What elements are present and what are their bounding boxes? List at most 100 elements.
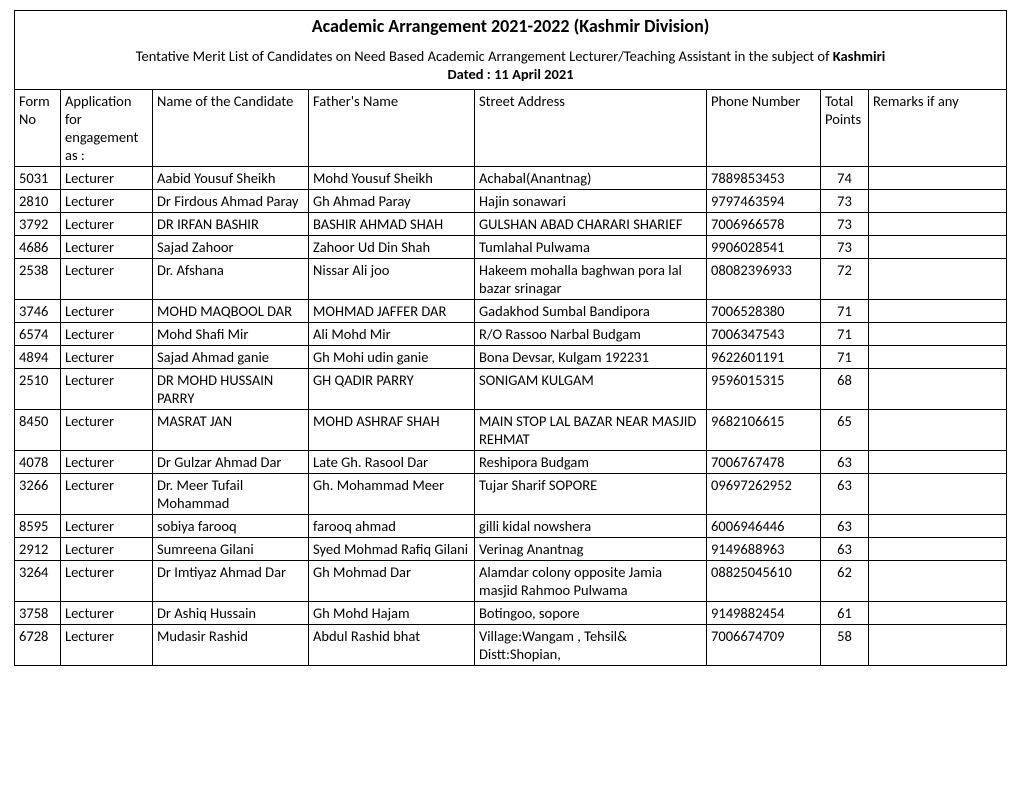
cell-form: 6728 <box>15 625 61 666</box>
header-row: Form No Application for engagement as : … <box>15 90 1007 167</box>
cell-addr: Village:Wangam , Tehsil& Distt:Shopian, <box>475 625 707 666</box>
cell-phone: 08082396933 <box>707 259 821 300</box>
cell-points: 71 <box>821 323 869 346</box>
cell-form: 4078 <box>15 451 61 474</box>
table-row: 2538LecturerDr. AfshanaNissar Ali jooHak… <box>15 259 1007 300</box>
cell-remarks <box>869 323 1007 346</box>
cell-phone: 7006528380 <box>707 300 821 323</box>
cell-name: DR MOHD HUSSAIN PARRY <box>153 369 309 410</box>
table-row: 4686LecturerSajad ZahoorZahoor Ud Din Sh… <box>15 236 1007 259</box>
cell-points: 65 <box>821 410 869 451</box>
cell-app: Lecturer <box>61 625 153 666</box>
subtitle-pre: Tentative Merit List of Candidates on Ne… <box>136 47 833 65</box>
page-title: Academic Arrangement 2021-2022 (Kashmir … <box>15 11 1007 42</box>
cell-remarks <box>869 538 1007 561</box>
table-row: 3266LecturerDr. Meer Tufail MohammadGh. … <box>15 474 1007 515</box>
cell-remarks <box>869 561 1007 602</box>
title-row: Academic Arrangement 2021-2022 (Kashmir … <box>15 11 1007 42</box>
cell-form: 2810 <box>15 190 61 213</box>
cell-app: Lecturer <box>61 602 153 625</box>
cell-form: 4894 <box>15 346 61 369</box>
cell-points: 62 <box>821 561 869 602</box>
cell-addr: Alamdar colony opposite Jamia masjid Rah… <box>475 561 707 602</box>
cell-name: Aabid Yousuf Sheikh <box>153 167 309 190</box>
cell-father: Gh Ahmad Paray <box>309 190 475 213</box>
cell-app: Lecturer <box>61 410 153 451</box>
header-points: Total Points <box>821 90 869 167</box>
cell-app: Lecturer <box>61 236 153 259</box>
table-row: 8450LecturerMASRAT JANMOHD ASHRAF SHAHMA… <box>15 410 1007 451</box>
cell-form: 8450 <box>15 410 61 451</box>
cell-points: 68 <box>821 369 869 410</box>
cell-phone: 7006767478 <box>707 451 821 474</box>
cell-form: 2538 <box>15 259 61 300</box>
cell-addr: Tumlahal Pulwama <box>475 236 707 259</box>
cell-app: Lecturer <box>61 538 153 561</box>
cell-name: MASRAT JAN <box>153 410 309 451</box>
table-row: 2912LecturerSumreena GilaniSyed Mohmad R… <box>15 538 1007 561</box>
cell-remarks <box>869 602 1007 625</box>
cell-points: 73 <box>821 213 869 236</box>
cell-phone: 9149882454 <box>707 602 821 625</box>
cell-name: Mohd Shafi Mir <box>153 323 309 346</box>
cell-points: 63 <box>821 515 869 538</box>
cell-points: 71 <box>821 346 869 369</box>
subtitle-row: Tentative Merit List of Candidates on Ne… <box>15 41 1007 90</box>
cell-app: Lecturer <box>61 259 153 300</box>
cell-points: 63 <box>821 451 869 474</box>
header-name: Name of the Candidate <box>153 90 309 167</box>
cell-form: 5031 <box>15 167 61 190</box>
cell-remarks <box>869 346 1007 369</box>
header-form: Form No <box>15 90 61 167</box>
cell-father: Syed Mohmad Rafiq Gilani <box>309 538 475 561</box>
merit-list-table: Academic Arrangement 2021-2022 (Kashmir … <box>14 10 1007 666</box>
cell-addr: Tujar Sharif SOPORE <box>475 474 707 515</box>
cell-app: Lecturer <box>61 451 153 474</box>
cell-points: 73 <box>821 236 869 259</box>
cell-father: MOHMAD JAFFER DAR <box>309 300 475 323</box>
cell-remarks <box>869 167 1007 190</box>
cell-name: Mudasir Rashid <box>153 625 309 666</box>
cell-form: 3792 <box>15 213 61 236</box>
cell-phone: 9596015315 <box>707 369 821 410</box>
cell-addr: MAIN STOP LAL BAZAR NEAR MASJID REHMAT <box>475 410 707 451</box>
cell-phone: 9149688963 <box>707 538 821 561</box>
dated-line: Dated : 11 April 2021 <box>19 65 1002 83</box>
cell-app: Lecturer <box>61 561 153 602</box>
cell-phone: 9682106615 <box>707 410 821 451</box>
cell-form: 6574 <box>15 323 61 346</box>
table-row: 2810LecturerDr Firdous Ahmad ParayGh Ahm… <box>15 190 1007 213</box>
cell-form: 4686 <box>15 236 61 259</box>
cell-father: MOHD ASHRAF SHAH <box>309 410 475 451</box>
cell-phone: 09697262952 <box>707 474 821 515</box>
subtitle: Tentative Merit List of Candidates on Ne… <box>15 41 1007 90</box>
cell-father: GH QADIR PARRY <box>309 369 475 410</box>
cell-form: 2912 <box>15 538 61 561</box>
table-row: 3792LecturerDR IRFAN BASHIRBASHIR AHMAD … <box>15 213 1007 236</box>
cell-app: Lecturer <box>61 323 153 346</box>
table-row: 6574LecturerMohd Shafi MirAli Mohd MirR/… <box>15 323 1007 346</box>
table-row: 3746LecturerMOHD MAQBOOL DARMOHMAD JAFFE… <box>15 300 1007 323</box>
cell-points: 63 <box>821 474 869 515</box>
cell-remarks <box>869 369 1007 410</box>
table-row: 3758LecturerDr Ashiq HussainGh Mohd Haja… <box>15 602 1007 625</box>
table-row: 5031LecturerAabid Yousuf SheikhMohd Yous… <box>15 167 1007 190</box>
cell-remarks <box>869 213 1007 236</box>
cell-phone: 7006674709 <box>707 625 821 666</box>
cell-father: Gh Mohd Hajam <box>309 602 475 625</box>
cell-name: DR IRFAN BASHIR <box>153 213 309 236</box>
cell-phone: 9906028541 <box>707 236 821 259</box>
table-row: 8595Lecturersobiya farooqfarooq ahmadgil… <box>15 515 1007 538</box>
cell-form: 3266 <box>15 474 61 515</box>
cell-father: BASHIR AHMAD SHAH <box>309 213 475 236</box>
cell-father: Late Gh. Rasool Dar <box>309 451 475 474</box>
cell-phone: 9797463594 <box>707 190 821 213</box>
table-row: 3264LecturerDr Imtiyaz Ahmad DarGh Mohma… <box>15 561 1007 602</box>
subtitle-subject: Kashmiri <box>833 47 886 65</box>
cell-remarks <box>869 625 1007 666</box>
cell-addr: Bona Devsar, Kulgam 192231 <box>475 346 707 369</box>
cell-remarks <box>869 300 1007 323</box>
cell-addr: Verinag Anantnag <box>475 538 707 561</box>
cell-remarks <box>869 259 1007 300</box>
cell-points: 73 <box>821 190 869 213</box>
